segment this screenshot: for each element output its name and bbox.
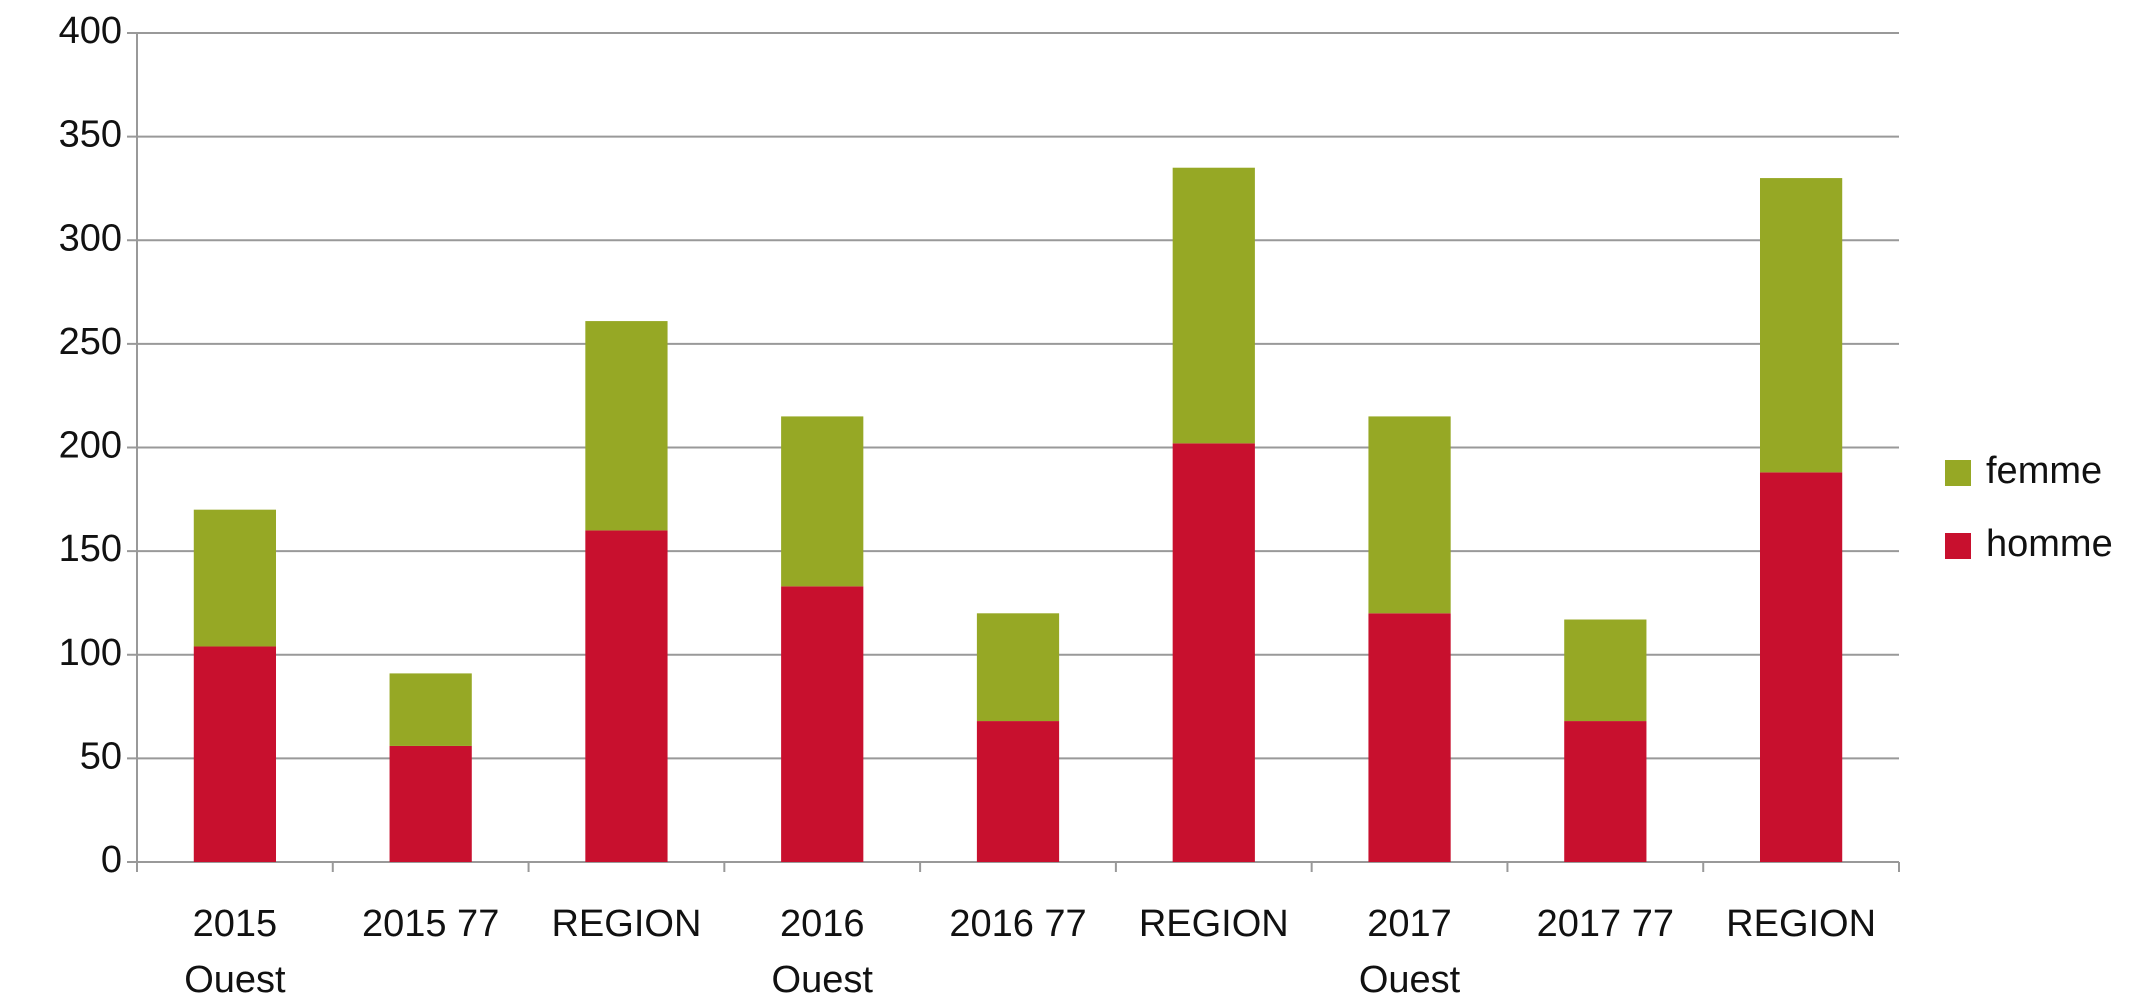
x-tick-label: Ouest: [1359, 959, 1461, 1001]
x-tick-label: 2016: [780, 903, 865, 945]
x-tick-label: 2016 77: [949, 903, 1086, 945]
x-tick-label: 2015: [193, 903, 278, 945]
x-tick-label: REGION: [551, 903, 701, 945]
x-tick-label: 2015 77: [362, 903, 499, 945]
bar-segment: [781, 416, 864, 587]
x-tick-label: 2017: [1367, 903, 1452, 945]
y-tick-label: 350: [59, 114, 122, 156]
bar-segment: [1172, 443, 1255, 862]
x-tick-label: REGION: [1726, 903, 1876, 945]
legend-swatch: [1945, 460, 1971, 486]
bar-segment: [1368, 613, 1451, 862]
y-tick-label: 200: [59, 425, 122, 467]
bar-segment: [193, 509, 277, 647]
bar-segment: [193, 646, 277, 862]
bar-segment: [976, 613, 1060, 722]
legend-swatch: [1945, 533, 1971, 559]
bar-segment: [1759, 178, 1843, 473]
y-tick-label: 0: [101, 839, 122, 881]
y-tick-label: 150: [59, 528, 122, 570]
legend-label: femme: [1986, 450, 2102, 492]
bar-segment: [781, 586, 864, 862]
bar-segment: [585, 321, 668, 531]
y-tick-label: 400: [59, 10, 122, 52]
x-tick-label: 2017 77: [1537, 903, 1674, 945]
bar-segment: [585, 530, 668, 862]
bar-segment: [1564, 619, 1647, 722]
bar-segment: [1564, 721, 1647, 862]
bar-segment: [389, 745, 472, 862]
bar-segment: [1368, 416, 1451, 614]
x-tick-label: Ouest: [772, 959, 874, 1001]
bar-segment: [1759, 472, 1843, 862]
y-tick-label: 100: [59, 632, 122, 674]
y-tick-label: 300: [59, 217, 122, 259]
bar-segment: [1172, 167, 1255, 444]
y-tick-label: 50: [80, 735, 122, 777]
bar-segment: [389, 673, 472, 746]
x-tick-label: REGION: [1139, 903, 1289, 945]
bar-segment: [976, 721, 1060, 862]
legend-label: homme: [1986, 523, 2113, 565]
x-tick-label: Ouest: [184, 959, 286, 1001]
y-tick-label: 250: [59, 321, 122, 363]
